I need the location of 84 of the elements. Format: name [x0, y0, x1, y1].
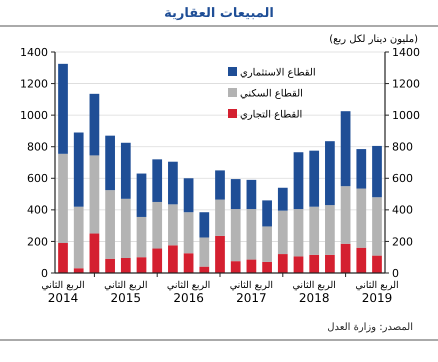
y2-tick-label: 800	[392, 140, 413, 154]
bar	[152, 159, 162, 202]
bar	[136, 174, 146, 217]
bar	[294, 209, 304, 256]
bar	[74, 132, 84, 207]
bar	[215, 200, 225, 236]
bar	[278, 210, 288, 254]
y2-tick-label: 400	[392, 204, 413, 217]
y-tick-label: 400	[27, 204, 48, 217]
bar	[58, 154, 68, 244]
bar	[246, 260, 256, 273]
bar	[215, 236, 225, 273]
bar	[199, 237, 210, 267]
y-tick-label: 800	[27, 140, 48, 154]
bar	[325, 254, 335, 273]
bar	[278, 254, 288, 273]
bar	[184, 212, 194, 254]
bar	[168, 245, 178, 273]
bar	[309, 206, 320, 255]
bar	[246, 209, 256, 260]
bar	[372, 146, 382, 198]
bar	[262, 200, 272, 226]
bar	[184, 253, 194, 273]
bar	[262, 226, 272, 262]
bar	[105, 258, 115, 273]
y2-tick-label: 200	[392, 235, 413, 248]
y-tick-label: 200	[27, 235, 48, 248]
legend-label: القطاع السكني	[240, 88, 303, 100]
y2-tick-label: 600	[392, 172, 413, 186]
y-tick-label: 1000	[20, 108, 48, 122]
bar	[199, 212, 210, 238]
bar	[90, 155, 100, 234]
bar	[168, 204, 178, 246]
bar	[325, 141, 335, 206]
chart-title: المبيعات العقارية	[164, 6, 274, 21]
bar	[372, 256, 382, 273]
bar	[120, 258, 131, 273]
bar	[230, 209, 241, 262]
y2-tick-label: 1200	[392, 77, 420, 90]
bar	[356, 248, 366, 273]
bar	[90, 234, 100, 273]
bar	[309, 150, 320, 207]
bar	[120, 198, 131, 258]
bar	[168, 162, 178, 204]
y2-tick-label: 1000	[392, 108, 420, 122]
bar	[356, 149, 366, 189]
bar	[184, 178, 194, 212]
bar	[246, 180, 256, 210]
bar	[294, 152, 304, 210]
bar	[356, 188, 366, 248]
y2-tick-label: 1400	[392, 46, 420, 59]
bar	[230, 179, 241, 210]
bar	[152, 202, 162, 249]
bar	[105, 190, 115, 259]
bar	[309, 254, 320, 273]
bar	[230, 261, 241, 273]
bar	[215, 170, 225, 200]
bar	[340, 111, 350, 186]
y-tick-label: 1400	[20, 46, 48, 59]
y2-tick-label: 0	[392, 266, 399, 280]
y-tick-label: 600	[27, 172, 48, 186]
bar	[199, 266, 210, 273]
bar	[105, 136, 115, 190]
bar	[340, 244, 350, 273]
bar	[120, 142, 131, 199]
bar	[152, 248, 162, 273]
bar	[74, 206, 84, 268]
y2-axis-title: (مليون دينار لكل ربع)	[329, 34, 418, 45]
bar	[294, 256, 304, 273]
bar	[136, 216, 146, 258]
bar	[136, 257, 146, 273]
bar	[58, 64, 68, 154]
legend-label: القطاع التجاري	[240, 110, 302, 120]
bar	[58, 243, 68, 273]
y-tick-label: 0	[41, 266, 48, 280]
legend-label: القطاع الاستثماري	[240, 68, 316, 78]
y-tick-label: 1200	[20, 77, 48, 90]
bar	[278, 188, 288, 211]
bar	[325, 205, 335, 255]
bar	[372, 197, 382, 256]
text: المصدر: وزارة العدل	[327, 322, 413, 333]
bar	[90, 94, 100, 156]
bar	[340, 186, 350, 244]
bar	[262, 262, 272, 273]
